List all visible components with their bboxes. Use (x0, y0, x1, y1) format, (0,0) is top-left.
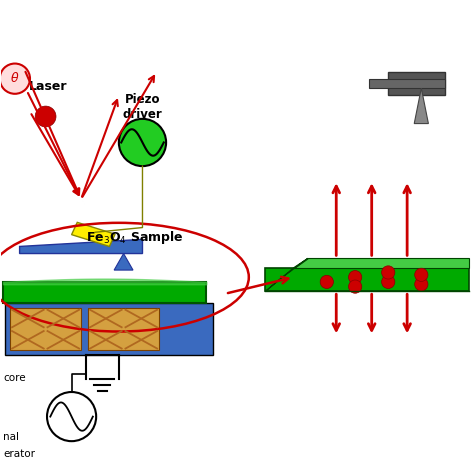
Text: nal: nal (3, 432, 19, 442)
FancyBboxPatch shape (10, 308, 81, 350)
Circle shape (47, 392, 96, 441)
Text: Fe$_3$O$_4$ Sample: Fe$_3$O$_4$ Sample (86, 228, 183, 246)
Circle shape (0, 64, 30, 94)
Polygon shape (19, 239, 143, 254)
Polygon shape (72, 222, 115, 246)
Polygon shape (414, 88, 428, 124)
Text: Laser: Laser (29, 81, 67, 93)
Circle shape (348, 280, 362, 293)
Circle shape (415, 278, 428, 291)
Polygon shape (114, 254, 133, 270)
Text: θ: θ (11, 72, 18, 85)
Circle shape (119, 119, 166, 166)
Polygon shape (294, 258, 469, 268)
Circle shape (35, 106, 56, 127)
Circle shape (382, 275, 395, 289)
FancyBboxPatch shape (88, 308, 159, 350)
Circle shape (320, 275, 333, 289)
Text: Piezo
driver: Piezo driver (123, 93, 163, 121)
FancyBboxPatch shape (388, 72, 445, 95)
Polygon shape (369, 79, 445, 88)
Text: core: core (3, 373, 26, 383)
Polygon shape (265, 258, 308, 292)
Polygon shape (265, 268, 469, 292)
FancyBboxPatch shape (5, 303, 213, 355)
Text: erator: erator (3, 449, 35, 459)
Circle shape (348, 271, 362, 284)
Circle shape (415, 268, 428, 282)
Circle shape (382, 266, 395, 279)
FancyBboxPatch shape (3, 282, 206, 303)
